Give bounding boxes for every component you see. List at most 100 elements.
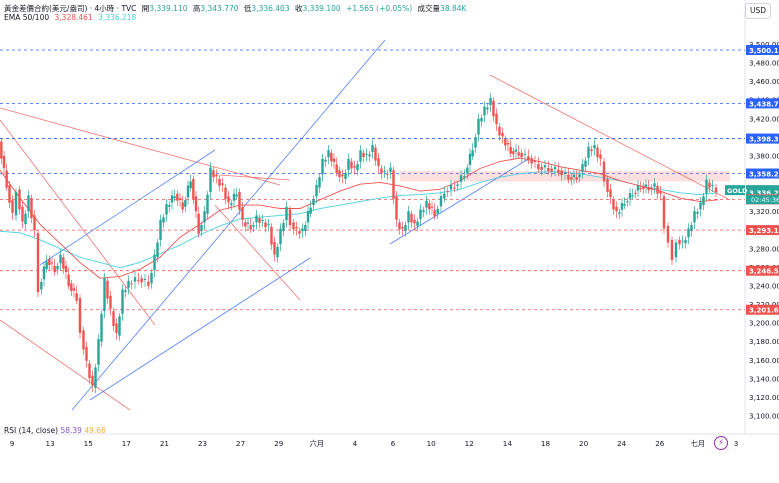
candle-body [173, 196, 176, 199]
candle-body [537, 163, 540, 170]
ema100-line [0, 171, 719, 269]
candle-body [480, 117, 483, 122]
candle-body [53, 265, 56, 273]
trend-line [89, 257, 311, 401]
candle-body [687, 228, 690, 238]
candle-body [623, 204, 626, 206]
candle-body [386, 173, 389, 175]
trend-line [71, 39, 386, 411]
currency-button[interactable]: USD [745, 3, 771, 19]
candle-body [100, 313, 103, 342]
candle-body [324, 159, 327, 162]
price-label-text: 3,438.775 [749, 100, 779, 108]
candle-body [344, 172, 347, 179]
candle-body [56, 265, 59, 270]
price-label-bg [746, 133, 779, 144]
candle-body [64, 265, 68, 273]
high-label: 高 [192, 4, 201, 13]
candle-body [540, 166, 543, 170]
candle-body [690, 225, 693, 232]
x-tick-label: 15 [84, 439, 93, 448]
y-tick-label: 3,280.000 [749, 244, 779, 253]
candle-body [103, 278, 106, 312]
y-tick-label: 3,100.000 [749, 411, 779, 420]
candle-body [218, 178, 221, 186]
candle-body [335, 164, 338, 173]
candle-body [449, 185, 453, 190]
countdown-text: 02:45:36 [751, 196, 779, 204]
candle-body [509, 147, 512, 154]
trend-line [389, 157, 531, 245]
lightning-icon[interactable]: ⚡ [714, 436, 728, 450]
volume-value: 38.84K [440, 4, 467, 13]
open-value: 3,339.110 [149, 4, 188, 13]
candle-body [650, 187, 653, 190]
candle-body [504, 138, 507, 146]
ema100-value: 3,336.218 [98, 13, 137, 22]
candle-body [353, 165, 356, 168]
y-tick-label: 3,180.000 [749, 337, 779, 346]
candle-body [82, 330, 85, 350]
candle-body [644, 184, 648, 187]
rsi-value-1: 58.39 [60, 426, 82, 435]
candle-body [439, 196, 443, 207]
countdown-bg [746, 195, 779, 205]
candle-body [474, 137, 477, 148]
candle-body [471, 150, 474, 157]
candle-body [276, 246, 279, 258]
candle-body [33, 215, 36, 231]
x-tick-label: 13 [46, 439, 55, 448]
candle-body [85, 346, 88, 361]
trend-line [0, 107, 281, 186]
candle-body [147, 281, 150, 286]
y-tick-label: 3,380.000 [749, 151, 779, 160]
y-tick-label: 3,220.000 [749, 300, 779, 309]
candle-body [666, 225, 670, 243]
candle-body [91, 375, 94, 386]
price-label-bg [746, 187, 779, 198]
y-tick-label: 3,120.000 [749, 393, 779, 402]
x-tick-label: 17 [122, 439, 131, 448]
candle-body [498, 126, 501, 136]
candle-body [42, 266, 46, 280]
candle-body [612, 199, 615, 210]
candle-body [380, 168, 383, 174]
candle-body [21, 206, 24, 222]
candle-body [446, 191, 449, 193]
price-label-text: 3,398.350 [749, 136, 779, 144]
candle-body [267, 224, 270, 226]
candle-body [628, 193, 632, 199]
candle-body [162, 217, 165, 223]
y-tick-label: 3,460.000 [749, 77, 779, 86]
candle-body [401, 226, 404, 229]
trend-line [0, 319, 131, 411]
candle-body [430, 206, 434, 208]
trend-line [214, 204, 301, 301]
trend-line [219, 174, 291, 181]
x-tick-label: 12 [465, 439, 474, 448]
candle-body [647, 187, 650, 191]
candle-body [106, 280, 109, 299]
x-tick-label: 6 [391, 439, 396, 448]
y-tick-label: 3,500.000 [749, 40, 779, 49]
candle-body [506, 142, 510, 145]
candle-body [365, 153, 368, 155]
candle-body [653, 183, 656, 187]
candle-body [553, 167, 557, 170]
candle-body [292, 222, 295, 230]
candle-body [273, 242, 276, 255]
price-label-text: 3,336.218 [749, 190, 779, 198]
price-label-text: 3,246.550 [749, 268, 779, 276]
close-value: 3,339.100 [302, 4, 341, 13]
y-tick-label: 3,480.000 [749, 59, 779, 68]
candle-body [48, 258, 51, 266]
candle-body [184, 200, 187, 207]
candle-body [362, 152, 365, 158]
candle-body [318, 177, 321, 188]
candle-body [301, 228, 304, 232]
candle-body [557, 169, 560, 173]
candle-body [599, 154, 602, 159]
symbol-tag-bg [725, 185, 745, 196]
candle-body [94, 367, 97, 388]
